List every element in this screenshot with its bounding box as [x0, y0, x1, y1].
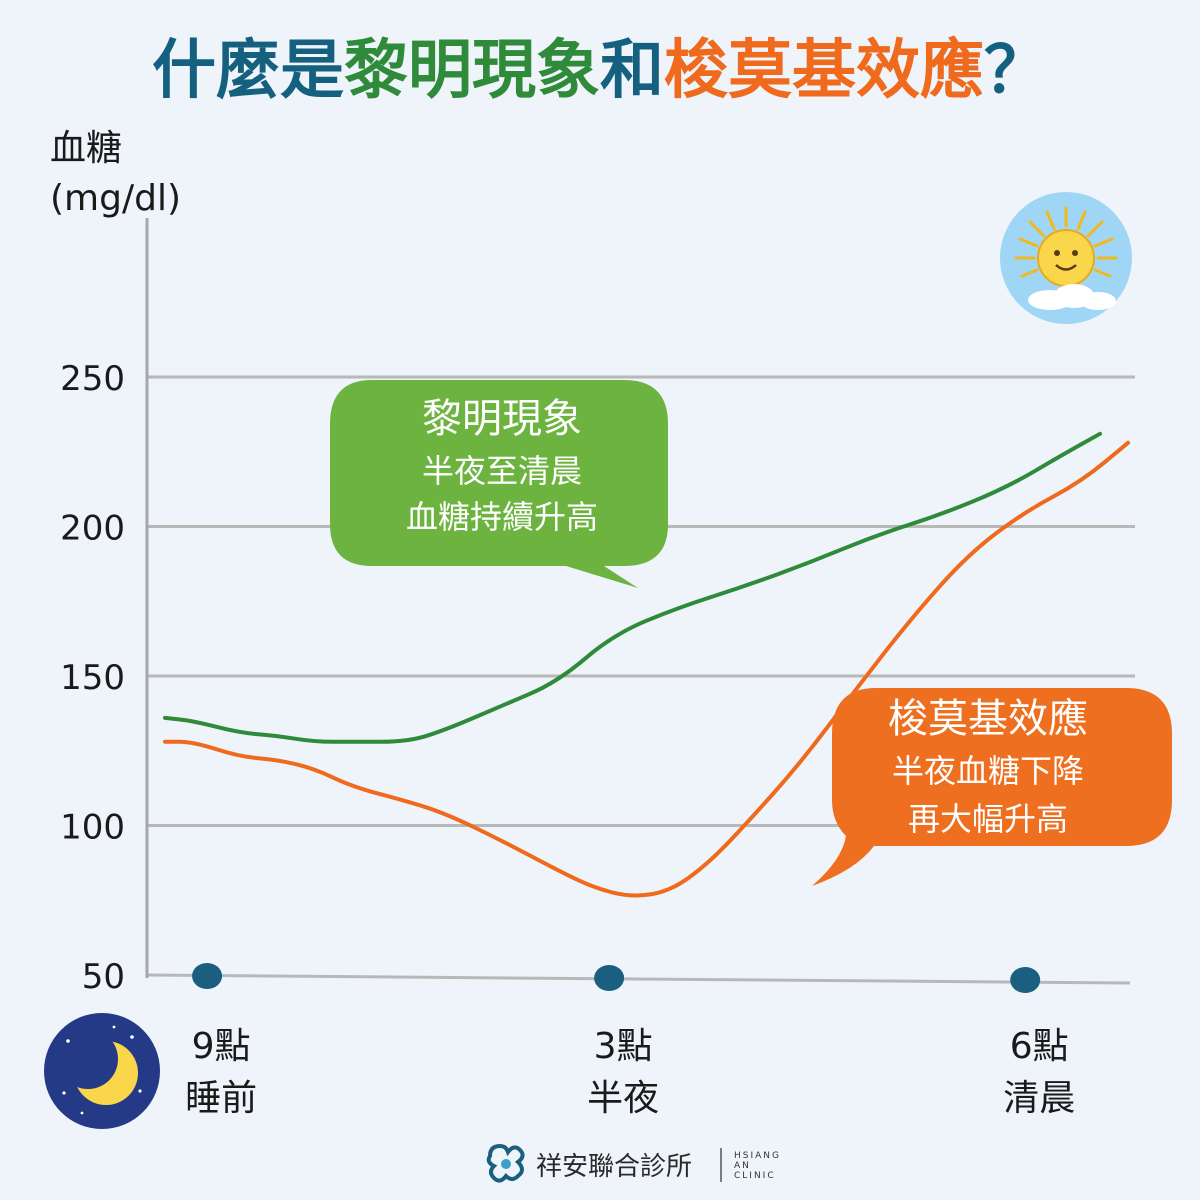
series-line-dawn-phenomenon [163, 431, 1102, 744]
title-part-3: 和 [600, 34, 664, 108]
y-tick-label-150: 150 [60, 658, 125, 698]
y-tick-label-100: 100 [60, 808, 125, 848]
clinic-en-line1: HSIANG [734, 1151, 781, 1161]
clinic-en-line3: CLINIC [734, 1171, 776, 1181]
green-bubble-title: 黎明現象 [422, 396, 582, 442]
orange-bubble-title: 梭莫基效應 [888, 696, 1088, 742]
x-marker-label-2: 清晨 [1003, 1078, 1075, 1119]
x-marker-dot-1 [594, 965, 625, 991]
green-speech-bubble: 黎明現象 半夜至清晨 血糖持續升高 [330, 380, 668, 588]
title-part-4: 梭莫基效應 [664, 34, 984, 108]
x-marker-label-1: 半夜 [587, 1078, 659, 1119]
title-part-5: ？ [984, 34, 1048, 108]
orange-bubble-line2: 再大幅升高 [908, 800, 1068, 838]
series-line-somogyi-effect [163, 440, 1131, 898]
orange-speech-bubble: 梭莫基效應 半夜血糖下降 再大幅升高 [812, 688, 1172, 886]
chart-title: 什麼是黎明現象和梭莫基效應？ [152, 34, 1048, 108]
x-marker-hour-0: 9點 [192, 1026, 251, 1067]
title-part-2: 黎明現象 [344, 34, 600, 108]
clinic-en-line2: AN [734, 1161, 751, 1171]
x-axis-line [146, 973, 1131, 985]
y-tick-label-200: 200 [60, 509, 125, 549]
series-layer [163, 431, 1131, 898]
clinic-name: 祥安聯合診所 [536, 1152, 692, 1182]
y-axis-label-line2: (mg/dl) [50, 178, 181, 219]
green-bubble-line1: 半夜至清晨 [422, 452, 582, 490]
clinic-logo-icon [486, 1143, 525, 1183]
y-axis-label-line1: 血糖 [50, 128, 122, 169]
x-marker-hour-1: 3點 [594, 1026, 653, 1067]
y-tick-label-50: 50 [82, 957, 125, 997]
x-marker-dot-2 [1010, 967, 1041, 993]
title-part-1: 什麼是 [152, 34, 344, 108]
green-bubble-line2: 血糖持續升高 [406, 498, 598, 536]
sun-icon [1000, 192, 1132, 324]
x-marker-hour-2: 6點 [1010, 1026, 1069, 1067]
moon-icon [44, 1013, 160, 1129]
x-marker-label-0: 睡前 [185, 1078, 257, 1119]
y-tick-label-250: 250 [60, 359, 125, 399]
orange-bubble-line1: 半夜血糖下降 [892, 752, 1084, 790]
x-marker-dot-0 [192, 963, 223, 989]
y-tick-layer: 50 100 150 200 250 [60, 359, 125, 997]
